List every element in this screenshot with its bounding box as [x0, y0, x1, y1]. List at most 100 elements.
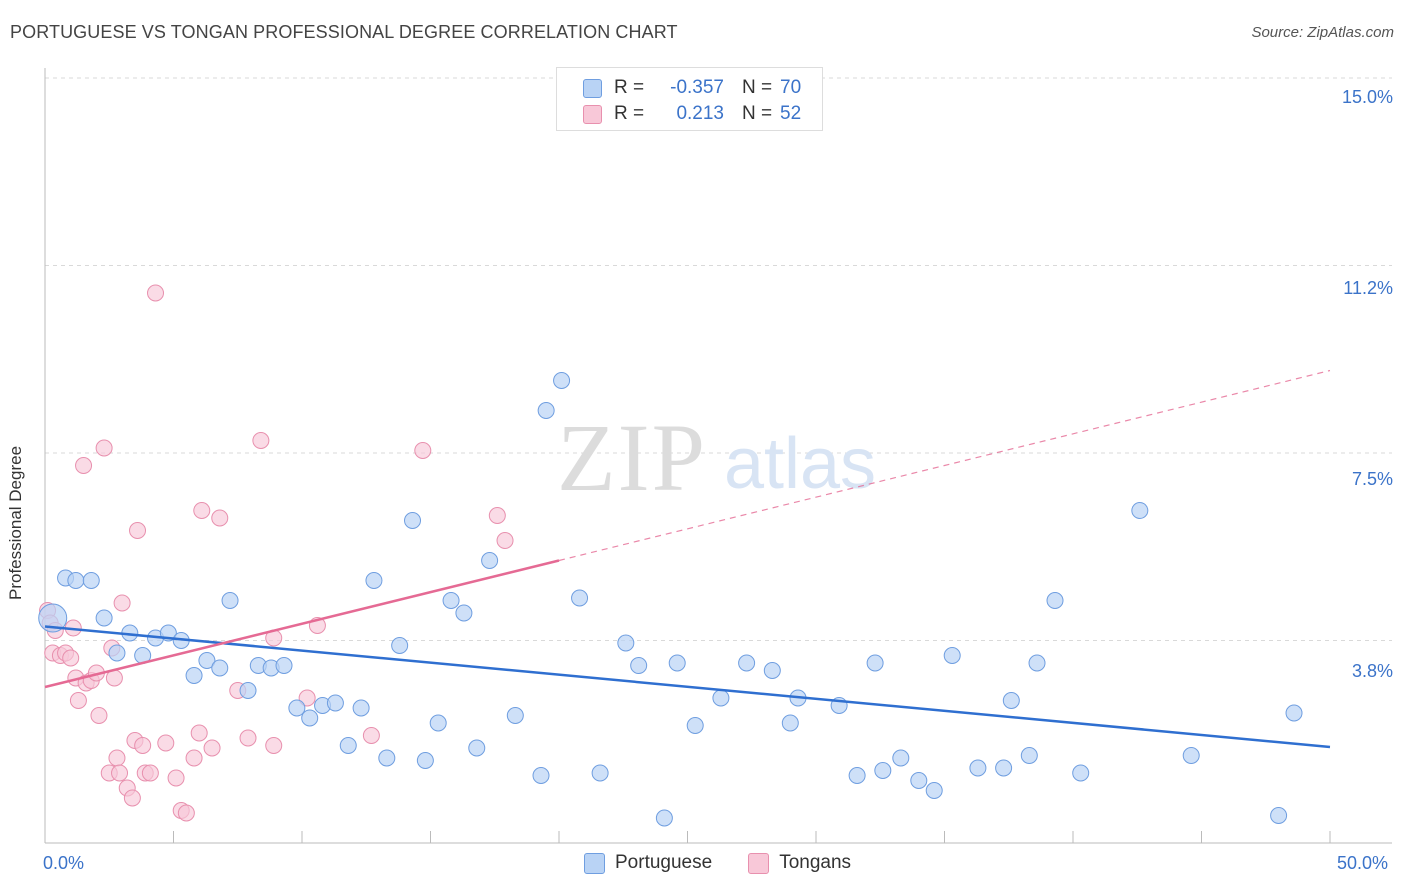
- chart-title: PORTUGUESE VS TONGAN PROFESSIONAL DEGREE…: [10, 22, 678, 42]
- tongans-point: [90, 707, 108, 724]
- tongans-point: [75, 457, 93, 474]
- tongans-swatch: [583, 104, 602, 124]
- portuguese-point: [910, 772, 928, 789]
- n-label: N =: [742, 77, 773, 98]
- tongans-point: [95, 439, 113, 457]
- portuguese-point: [571, 589, 589, 607]
- tongans-point: [298, 689, 316, 707]
- tongans-point: [362, 727, 380, 744]
- portuguese-point: [416, 752, 434, 769]
- tongans-point: [113, 594, 131, 612]
- tongans-point: [111, 764, 129, 782]
- tongans-point: [108, 749, 126, 767]
- tongans-point: [190, 724, 208, 742]
- tongans-point: [69, 692, 87, 709]
- r-value: 0.213: [676, 103, 724, 124]
- portuguese-point: [301, 709, 319, 727]
- tongans-point: [157, 734, 175, 752]
- portuguese-point: [455, 604, 473, 622]
- portuguese-point: [1285, 704, 1303, 722]
- tongans-point: [252, 432, 270, 449]
- tongans-point: [134, 737, 152, 754]
- portuguese-point: [221, 592, 239, 609]
- tongans-point: [193, 502, 211, 519]
- legend-label: Portuguese: [615, 852, 713, 873]
- portuguese-point: [668, 654, 686, 672]
- legend-item-portuguese[interactable]: Portuguese: [584, 852, 712, 874]
- tongans-point: [239, 729, 257, 747]
- tongans-point: [141, 764, 159, 782]
- portuguese-trend-line: [44, 625, 1331, 749]
- portuguese-point: [1131, 502, 1149, 519]
- portuguese-point: [1046, 592, 1064, 609]
- n-value: 52: [780, 103, 802, 124]
- portuguese-point: [429, 714, 447, 732]
- tongans-point: [62, 649, 80, 667]
- portuguese-swatch: [583, 78, 602, 98]
- portuguese-point: [1182, 747, 1200, 764]
- portuguese-point: [481, 552, 499, 569]
- portuguese-point: [1072, 764, 1090, 782]
- tongans-point: [177, 804, 195, 822]
- portuguese-point: [617, 634, 635, 652]
- tongans-point: [211, 509, 229, 527]
- portuguese-point: [925, 782, 943, 799]
- portuguese-point: [108, 644, 126, 662]
- y-tick-label: 11.2%: [1343, 278, 1393, 298]
- x-tick-label: 50.0%: [1337, 853, 1389, 873]
- y-tick-label: 7.5%: [1351, 469, 1393, 489]
- portuguese-point: [781, 714, 799, 732]
- tongans-swatch: [748, 852, 770, 874]
- source-label: Source: ZipAtlas.com: [1251, 24, 1394, 41]
- y-tick-label: 3.8%: [1351, 661, 1393, 681]
- portuguese-point: [506, 707, 524, 724]
- portuguese-point: [763, 662, 781, 679]
- gridlines: [45, 77, 1392, 641]
- portuguese-point: [378, 749, 396, 767]
- watermark-zip: ZIP: [557, 404, 707, 511]
- r-label: R =: [614, 77, 645, 98]
- tongans-point: [265, 737, 283, 754]
- portuguese-point: [211, 659, 229, 677]
- tongans-point: [129, 522, 147, 539]
- portuguese-point: [537, 402, 555, 419]
- portuguese-swatch: [584, 852, 605, 874]
- y-tick-label: 15.0%: [1341, 87, 1393, 107]
- portuguese-point: [995, 759, 1013, 777]
- portuguese-point: [655, 809, 673, 827]
- portuguese-point: [198, 652, 216, 669]
- portuguese-point: [892, 749, 910, 767]
- tongans-point: [488, 507, 506, 524]
- portuguese-point: [391, 637, 409, 654]
- portuguese-point: [288, 699, 306, 717]
- portuguese-point: [553, 372, 571, 389]
- portuguese-point: [38, 603, 68, 633]
- x-tick-label: 0.0%: [43, 853, 85, 873]
- series-portuguese: [38, 372, 1303, 827]
- portuguese-point: [738, 654, 756, 672]
- portuguese-point: [1028, 654, 1046, 672]
- stats-row-portuguese: R = -0.357 N = 70: [583, 76, 801, 100]
- n-label: N =: [742, 103, 773, 124]
- portuguese-point: [352, 699, 370, 717]
- portuguese-point: [1020, 747, 1038, 764]
- portuguese-point: [95, 609, 113, 627]
- portuguese-point: [275, 657, 293, 674]
- portuguese-point: [442, 592, 460, 609]
- tongans-point: [496, 532, 514, 549]
- portuguese-point: [686, 717, 704, 734]
- portuguese-point: [1002, 692, 1020, 709]
- portuguese-point: [326, 694, 344, 712]
- portuguese-point: [365, 572, 383, 589]
- legend-item-tongans[interactable]: Tongans: [748, 852, 851, 874]
- tongans-trend-line: [44, 559, 560, 689]
- portuguese-point: [404, 512, 422, 529]
- portuguese-point: [339, 737, 357, 754]
- portuguese-point: [82, 572, 100, 589]
- n-value: 70: [780, 77, 802, 98]
- watermark-atlas: atlas: [724, 424, 876, 504]
- tongans-point: [185, 749, 203, 767]
- tongans-point: [123, 789, 141, 807]
- axes: [44, 68, 1392, 844]
